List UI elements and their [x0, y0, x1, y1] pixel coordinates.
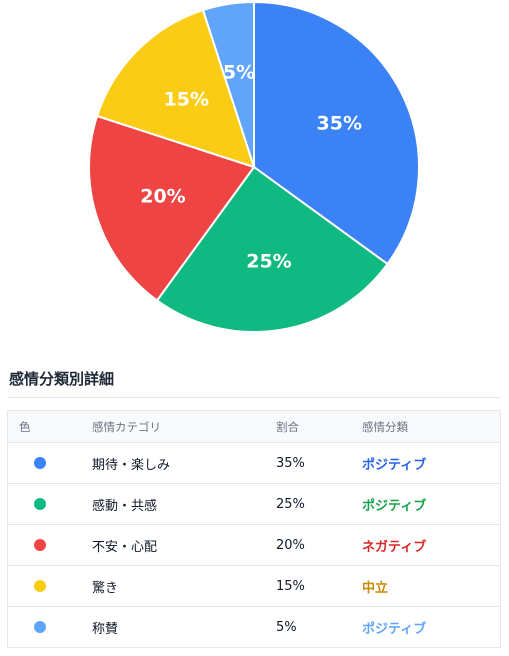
- pie-slice-anxiety: [88, 114, 256, 302]
- slice-label-anxiety: 20%: [140, 186, 185, 208]
- ratio-cell: 25%: [276, 483, 362, 525]
- classification-cell: ネガティブ: [362, 524, 501, 566]
- header-classification: 感情分類: [362, 410, 501, 443]
- category-cell: 驚き: [92, 565, 276, 607]
- color-dot: [34, 457, 46, 469]
- classification-cell: ポジティブ: [362, 442, 501, 484]
- slice-label-impressed: 25%: [246, 251, 291, 273]
- pie-slice-praise: [201, 0, 255, 168]
- category-cell: 感動・共感: [92, 483, 276, 525]
- ratio-cell: 35%: [276, 442, 362, 484]
- pie-chart: 35% 25% 20% 15% 5%: [88, 0, 420, 333]
- color-cell: [8, 607, 93, 648]
- category-cell: 不安・心配: [92, 524, 276, 566]
- table-row: 驚き 15% 中立: [7, 565, 501, 607]
- slice-label-praise: 5%: [223, 61, 255, 83]
- color-dot: [34, 539, 46, 551]
- color-dot: [34, 580, 46, 592]
- classification-cell: 中立: [362, 565, 501, 607]
- pie-chart-svg: 35% 25% 20% 15% 5%: [88, 0, 420, 333]
- color-cell: [7, 524, 92, 566]
- color-cell: [7, 442, 92, 484]
- ratio-cell: 5%: [276, 619, 297, 635]
- classification-cell: ポジティブ: [362, 621, 427, 637]
- slice-label-expectation: 35%: [317, 113, 362, 135]
- header-ratio: 割合: [276, 410, 362, 443]
- color-dot: [34, 621, 46, 633]
- classification-cell: ポジティブ: [362, 483, 501, 525]
- section-divider: [8, 397, 501, 398]
- emotion-detail-table: 色 感情カテゴリ 割合 感情分類 期待・楽しみ 35% ポジティブ 感動・共感 …: [7, 410, 501, 648]
- pie-slice-impressed: [155, 165, 389, 333]
- table-row: 称賛 5% ポジティブ: [8, 607, 501, 648]
- table-header-row: 色 感情カテゴリ 割合 感情分類: [7, 410, 501, 443]
- section-title: 感情分類別詳細: [9, 370, 115, 388]
- category-cell: 期待・楽しみ: [92, 442, 276, 484]
- color-dot: [34, 498, 46, 510]
- table-row: 不安・心配 20% ネガティブ: [7, 524, 501, 566]
- color-cell: [7, 483, 92, 525]
- header-category: 感情カテゴリ: [92, 410, 276, 443]
- table-row: 感動・共感 25% ポジティブ: [7, 483, 501, 525]
- ratio-cell: 15%: [276, 565, 362, 607]
- category-cell: 称賛: [92, 621, 119, 637]
- pie-slice-expectation: [253, 0, 420, 266]
- ratio-cell: 20%: [276, 524, 362, 566]
- table-row: 期待・楽しみ 35% ポジティブ: [7, 442, 501, 484]
- slice-label-surprise: 15%: [164, 88, 209, 110]
- color-cell: [7, 565, 92, 607]
- header-color: 色: [7, 410, 92, 443]
